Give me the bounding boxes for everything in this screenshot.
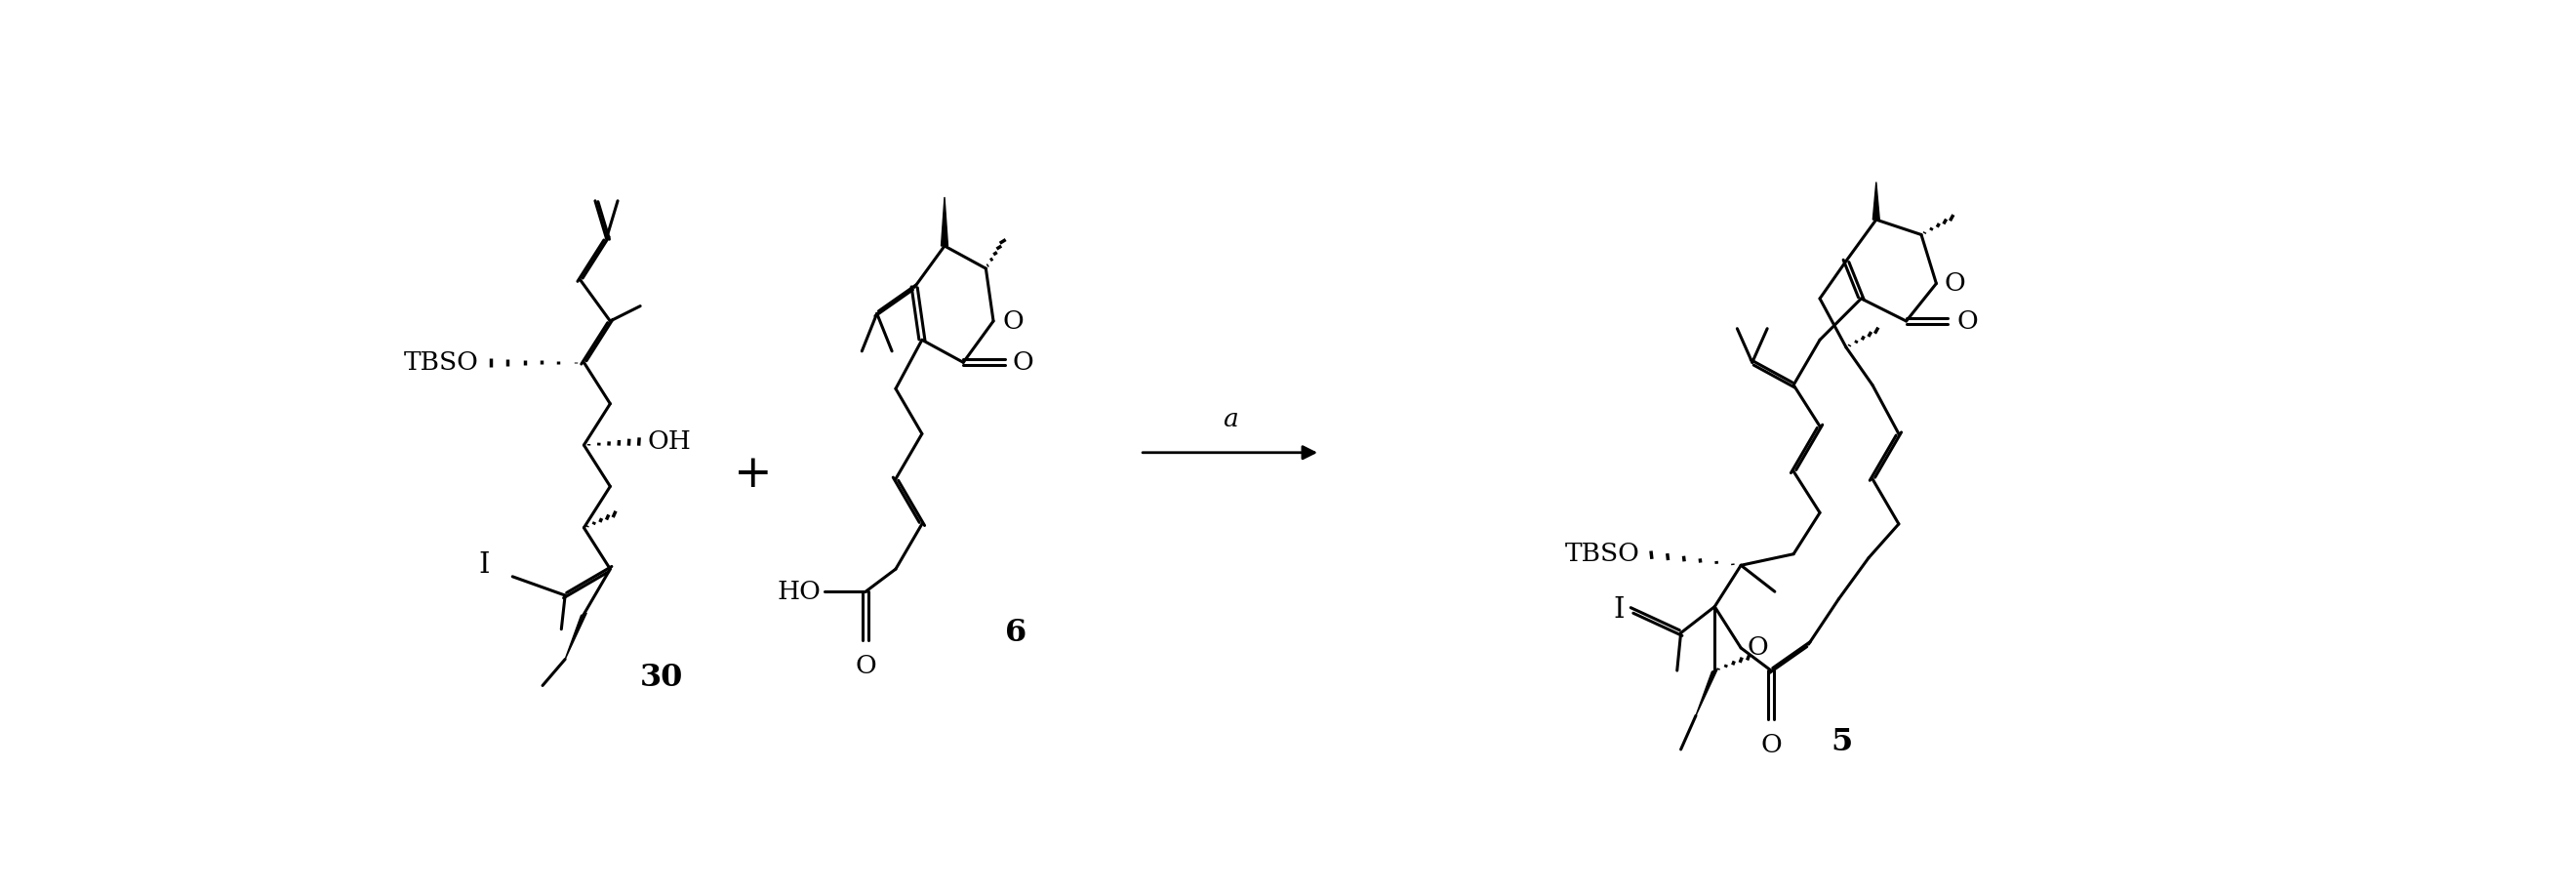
Text: HO: HO — [778, 579, 822, 604]
Polygon shape — [940, 197, 948, 246]
Polygon shape — [1695, 669, 1718, 715]
Text: +: + — [734, 453, 773, 497]
Text: I: I — [479, 552, 489, 579]
Text: OH: OH — [647, 429, 690, 454]
Text: O: O — [1945, 272, 1965, 296]
Text: TBSO: TBSO — [1564, 542, 1638, 566]
Polygon shape — [1873, 182, 1880, 220]
Polygon shape — [564, 613, 587, 659]
Text: a: a — [1224, 407, 1236, 431]
Text: O: O — [1747, 636, 1767, 660]
Text: 30: 30 — [641, 663, 683, 693]
Text: O: O — [1759, 733, 1783, 757]
Text: O: O — [1012, 350, 1033, 374]
Text: I: I — [1613, 597, 1625, 624]
Text: O: O — [855, 654, 876, 678]
Text: 6: 6 — [1005, 617, 1025, 648]
Text: O: O — [1958, 309, 1978, 333]
Text: TBSO: TBSO — [404, 350, 479, 374]
Text: 5: 5 — [1832, 727, 1852, 757]
Text: O: O — [1002, 309, 1023, 333]
